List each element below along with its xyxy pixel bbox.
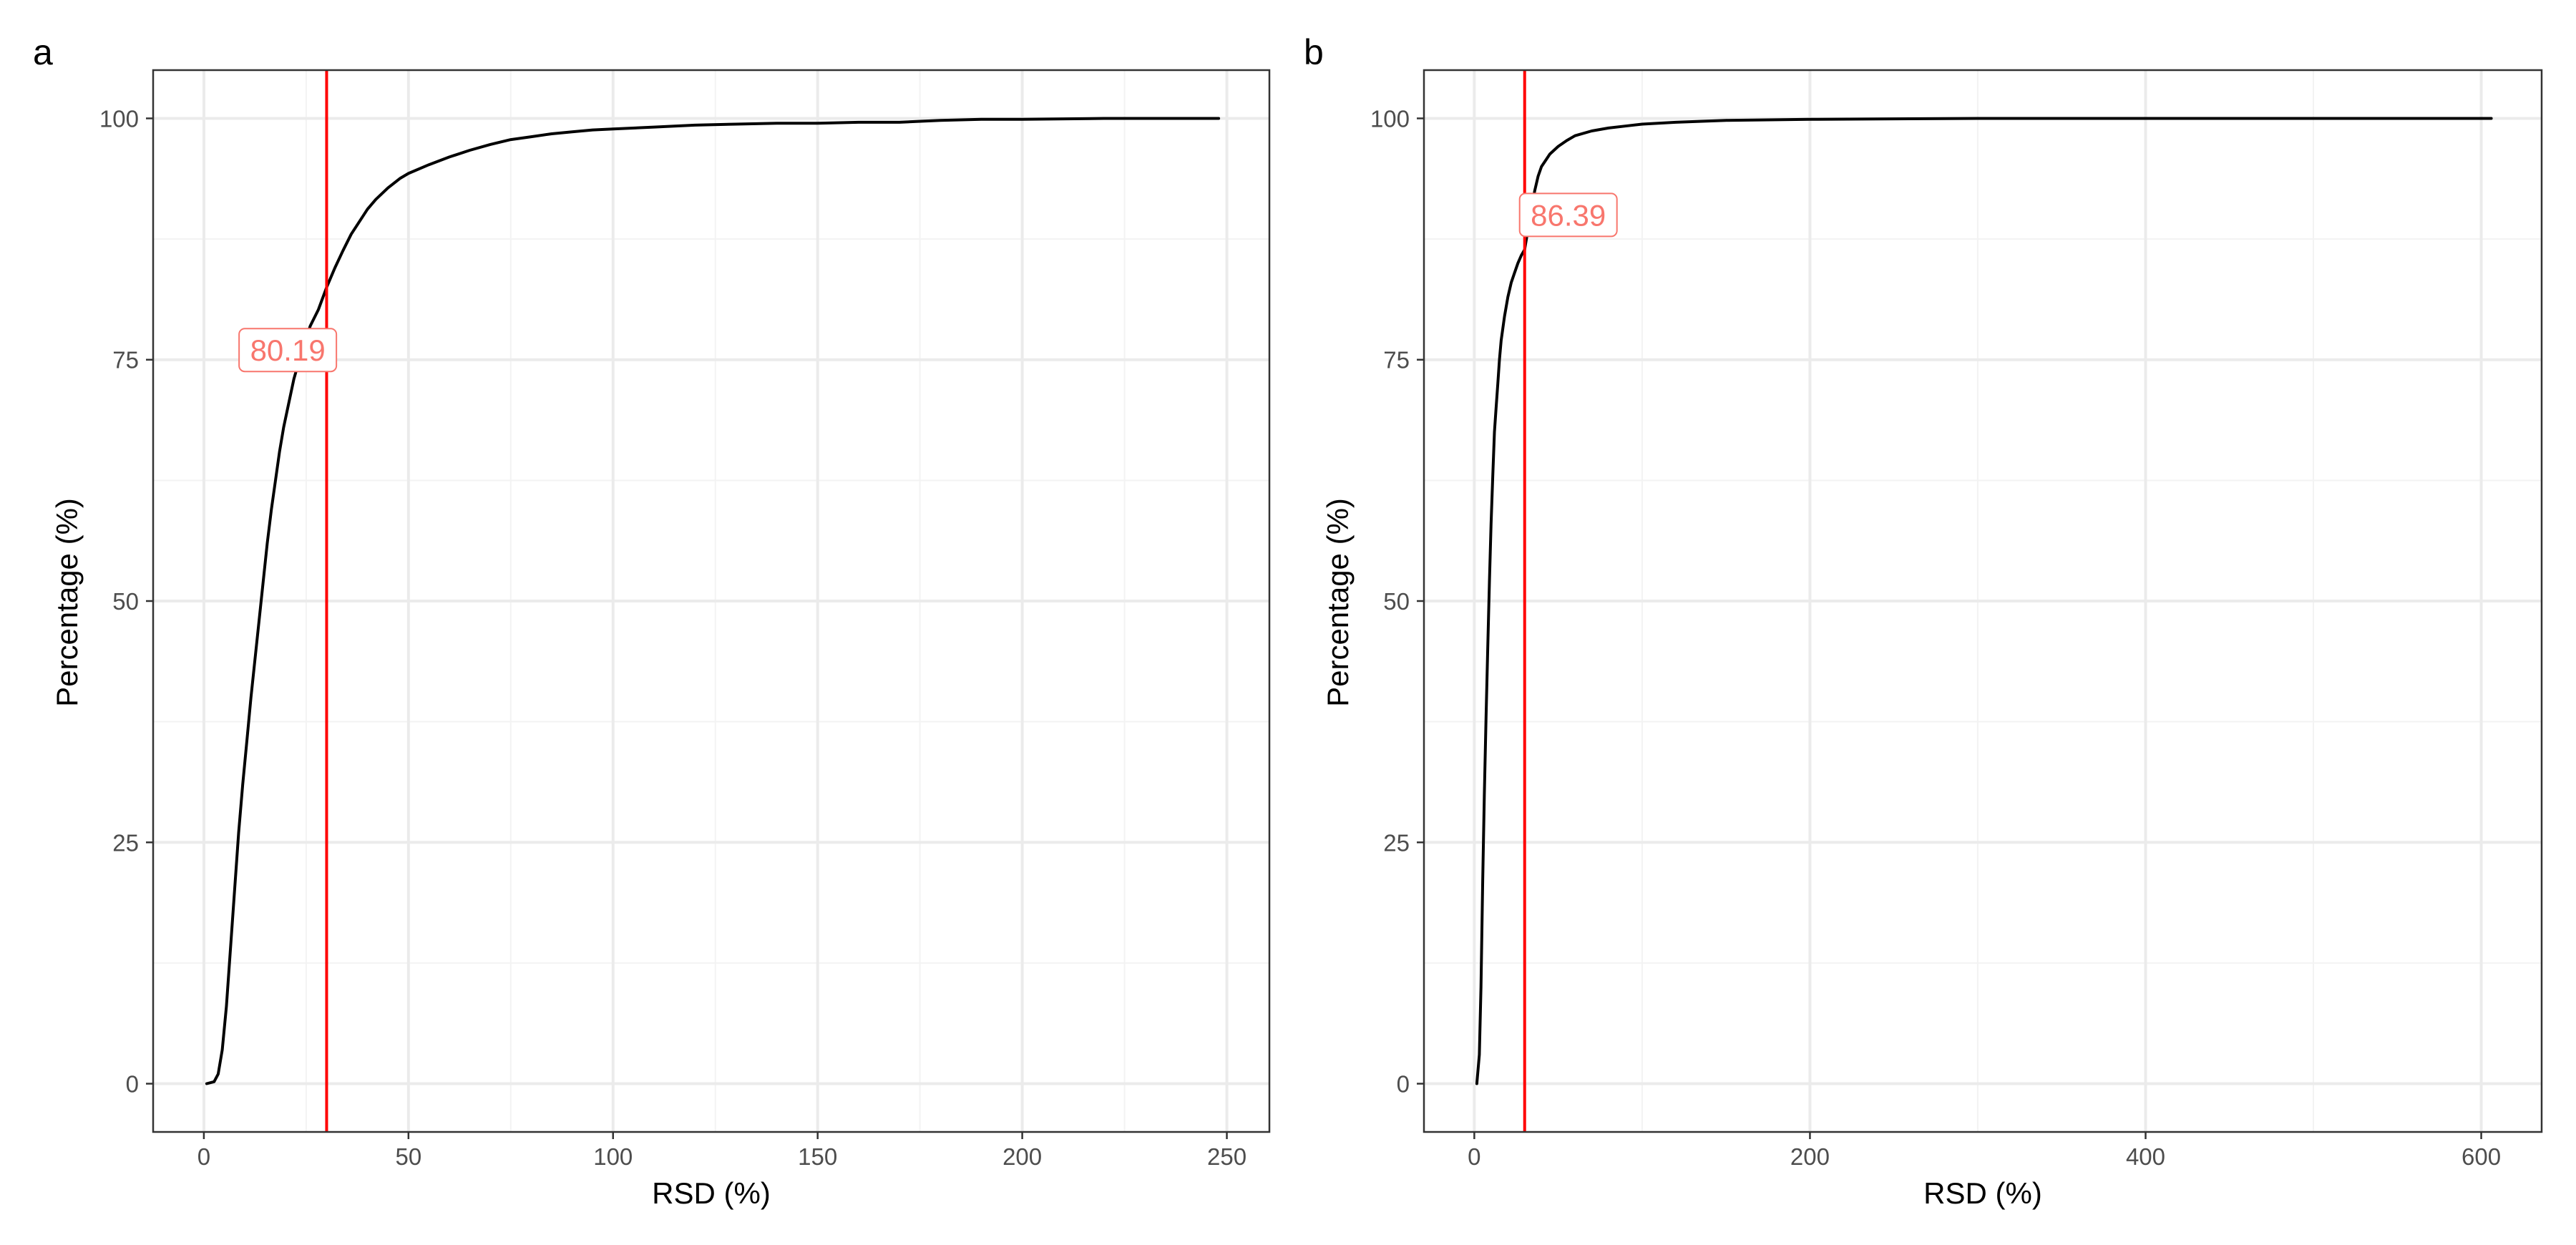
- panel-b-x-tick-label: 200: [1790, 1143, 1830, 1170]
- panel-b-tag: b: [1304, 32, 1324, 72]
- panel-a-y-tick-label: 25: [112, 829, 139, 856]
- panel-b-annotation-box: [1518, 192, 1618, 238]
- panel-a-x-tick-label: 0: [197, 1143, 210, 1170]
- panel-a-x-tick-label: 150: [798, 1143, 837, 1170]
- panel-b-y-tick-label: 0: [1397, 1071, 1410, 1098]
- panel-b-y-tick-label: 75: [1383, 347, 1410, 374]
- panel-b: b 86.39 0 200 400 600 0 25 50 75 100 RSD (%) Per…: [1304, 32, 2543, 1210]
- panel-a-y-tick-label: 0: [126, 1071, 139, 1098]
- panel-a-x-tick-label: 50: [395, 1143, 421, 1170]
- panel-b-y-tick-label: 25: [1383, 829, 1410, 856]
- panel-a-y-tick-label: 100: [99, 105, 139, 132]
- panel-b-x-tick-label: 0: [1468, 1143, 1480, 1170]
- panel-a: a 80.19 0 50 100 150 200 250 0 25 50 75 100 RSD (%…: [33, 32, 1271, 1210]
- panel-b-y-tick-label: 50: [1383, 588, 1410, 615]
- panel-a-x-axis-title: RSD (%): [652, 1176, 771, 1210]
- panel-b-ecdf-line: [1475, 117, 2493, 1085]
- panel-a-y-axis-title: Percentage (%): [50, 498, 84, 707]
- panel-a-annotation-box: [238, 328, 338, 373]
- panel-a-y-tick-label: 50: [112, 588, 139, 615]
- panel-b-x-axis-title: RSD (%): [1923, 1176, 2042, 1210]
- panel-a-ecdf-line: [205, 117, 1221, 1085]
- panel-a-x-tick-label: 100: [593, 1143, 633, 1170]
- panel-b-y-axis-title: Percentage (%): [1321, 498, 1355, 707]
- panel-a-tag: a: [33, 32, 53, 72]
- panel-b-y-tick-label: 100: [1370, 105, 1410, 132]
- panel-b-annotation-label: 86.39: [1531, 198, 1606, 232]
- panel-a-x-tick-label: 250: [1207, 1143, 1246, 1170]
- panel-b-x-tick-label: 600: [2462, 1143, 2501, 1170]
- panel-a-x-tick-label: 200: [1002, 1143, 1042, 1170]
- panel-a-y-tick-label: 75: [112, 347, 139, 374]
- panel-b-x-tick-label: 400: [2126, 1143, 2165, 1170]
- panel-a-annotation-label: 80.19: [250, 333, 326, 367]
